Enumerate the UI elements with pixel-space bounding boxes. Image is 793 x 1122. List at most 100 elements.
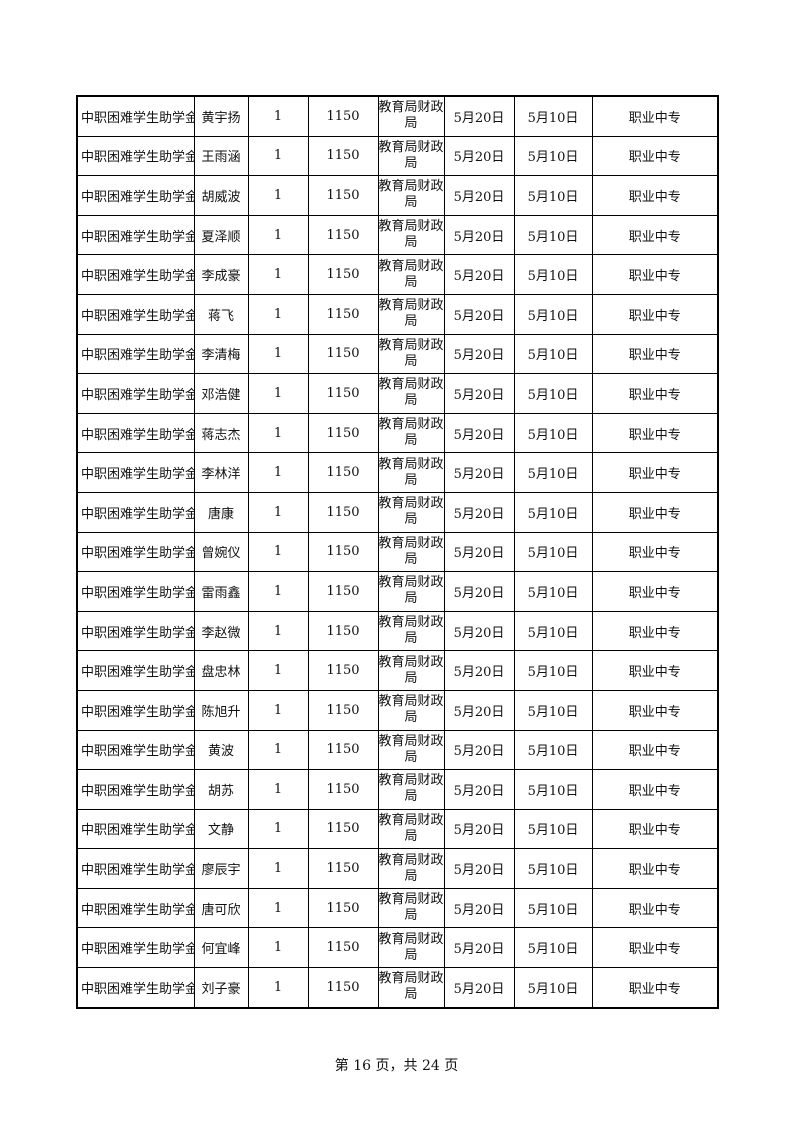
- table-row: 中职困难学生助学金 黄宇扬 1 1150 教育局财政局 5月20日 5月10日 职业中专: [76, 95, 719, 137]
- cell-amount: 1150: [307, 967, 379, 1009]
- cell-count: 1: [247, 887, 309, 929]
- table-row: 中职困难学生助学金 何宜峰 1 1150 教育局财政局 5月20日 5月10日 职业中专: [76, 927, 719, 969]
- cell-school: 职业中专: [591, 808, 719, 850]
- cell-date-2: 5月10日: [513, 373, 593, 414]
- cell-date-1: 5月20日: [443, 927, 515, 969]
- cell-school: 职业中专: [591, 848, 719, 889]
- table-row: 中职困难学生助学金 邓浩健 1 1150 教育局财政局 5月20日 5月10日 职业中专: [76, 373, 719, 414]
- cell-program: 中职困难学生助学金: [76, 610, 195, 652]
- cell-name: 刘子豪: [193, 967, 249, 1009]
- cell-school: 职业中专: [591, 650, 719, 691]
- cell-count: 1: [247, 927, 309, 969]
- cell-date-1: 5月20日: [443, 333, 515, 375]
- cell-date-2: 5月10日: [513, 293, 593, 335]
- cell-date-1: 5月20日: [443, 531, 515, 573]
- cell-date-1: 5月20日: [443, 769, 515, 810]
- cell-department: 教育局财政局: [377, 373, 445, 414]
- table-row: 中职困难学生助学金 夏泽顺 1 1150 教育局财政局 5月20日 5月10日 职业中专: [76, 214, 719, 256]
- cell-department: 教育局财政局: [377, 293, 445, 335]
- cell-program: 中职困难学生助学金: [76, 175, 195, 216]
- page-number: 第 16 页，共 24 页: [334, 1058, 459, 1074]
- cell-amount: 1150: [307, 412, 379, 454]
- cell-name: 夏泽顺: [193, 214, 249, 256]
- table-row: 中职困难学生助学金 文静 1 1150 教育局财政局 5月20日 5月10日 职业中专: [76, 808, 719, 850]
- cell-school: 职业中专: [591, 887, 719, 929]
- cell-department: 教育局财政局: [377, 452, 445, 493]
- cell-name: 胡威波: [193, 175, 249, 216]
- cell-school: 职业中专: [591, 452, 719, 493]
- table-row: 中职困难学生助学金 陈旭升 1 1150 教育局财政局 5月20日 5月10日 职业中专: [76, 689, 719, 731]
- cell-school: 职业中专: [591, 175, 719, 216]
- cell-count: 1: [247, 967, 309, 1009]
- cell-school: 职业中专: [591, 571, 719, 612]
- cell-department: 教育局财政局: [377, 175, 445, 216]
- cell-department: 教育局财政局: [377, 135, 445, 177]
- cell-school: 职业中专: [591, 293, 719, 335]
- cell-amount: 1150: [307, 689, 379, 731]
- cell-school: 职业中专: [591, 491, 719, 533]
- cell-department: 教育局财政局: [377, 887, 445, 929]
- cell-department: 教育局财政局: [377, 848, 445, 889]
- table-row: 中职困难学生助学金 李赵微 1 1150 教育局财政局 5月20日 5月10日 职业中专: [76, 610, 719, 652]
- cell-department: 教育局财政局: [377, 412, 445, 454]
- cell-date-1: 5月20日: [443, 452, 515, 493]
- table-row: 中职困难学生助学金 胡苏 1 1150 教育局财政局 5月20日 5月10日 职业中专: [76, 769, 719, 810]
- cell-department: 教育局财政局: [377, 491, 445, 533]
- cell-date-2: 5月10日: [513, 452, 593, 493]
- cell-date-1: 5月20日: [443, 491, 515, 533]
- cell-name: 何宜峰: [193, 927, 249, 969]
- table-row: 中职困难学生助学金 李林洋 1 1150 教育局财政局 5月20日 5月10日 职业中专: [76, 452, 719, 493]
- cell-date-2: 5月10日: [513, 887, 593, 929]
- cell-count: 1: [247, 214, 309, 256]
- cell-program: 中职困难学生助学金: [76, 373, 195, 414]
- cell-date-2: 5月10日: [513, 175, 593, 216]
- cell-amount: 1150: [307, 531, 379, 573]
- cell-department: 教育局财政局: [377, 967, 445, 1009]
- cell-date-2: 5月10日: [513, 333, 593, 375]
- cell-date-2: 5月10日: [513, 610, 593, 652]
- cell-department: 教育局财政局: [377, 214, 445, 256]
- cell-name: 李清梅: [193, 333, 249, 375]
- cell-name: 黄波: [193, 729, 249, 771]
- cell-count: 1: [247, 571, 309, 612]
- cell-count: 1: [247, 452, 309, 493]
- cell-department: 教育局财政局: [377, 610, 445, 652]
- cell-amount: 1150: [307, 927, 379, 969]
- cell-date-2: 5月10日: [513, 214, 593, 256]
- cell-school: 职业中专: [591, 927, 719, 969]
- cell-amount: 1150: [307, 135, 379, 177]
- cell-amount: 1150: [307, 650, 379, 691]
- cell-department: 教育局财政局: [377, 769, 445, 810]
- cell-school: 职业中专: [591, 373, 719, 414]
- cell-school: 职业中专: [591, 531, 719, 573]
- cell-count: 1: [247, 729, 309, 771]
- cell-amount: 1150: [307, 491, 379, 533]
- cell-program: 中职困难学生助学金: [76, 927, 195, 969]
- cell-date-1: 5月20日: [443, 293, 515, 335]
- table-row: 中职困难学生助学金 黄波 1 1150 教育局财政局 5月20日 5月10日 职业中专: [76, 729, 719, 771]
- cell-school: 职业中专: [591, 769, 719, 810]
- cell-program: 中职困难学生助学金: [76, 887, 195, 929]
- cell-date-1: 5月20日: [443, 650, 515, 691]
- cell-date-1: 5月20日: [443, 254, 515, 295]
- cell-name: 雷雨鑫: [193, 571, 249, 612]
- cell-program: 中职困难学生助学金: [76, 95, 195, 137]
- cell-department: 教育局财政局: [377, 729, 445, 771]
- cell-date-2: 5月10日: [513, 95, 593, 137]
- cell-date-2: 5月10日: [513, 571, 593, 612]
- cell-amount: 1150: [307, 214, 379, 256]
- cell-date-2: 5月10日: [513, 848, 593, 889]
- cell-name: 唐康: [193, 491, 249, 533]
- cell-count: 1: [247, 531, 309, 573]
- cell-amount: 1150: [307, 95, 379, 137]
- cell-program: 中职困难学生助学金: [76, 135, 195, 177]
- cell-date-2: 5月10日: [513, 531, 593, 573]
- cell-department: 教育局财政局: [377, 927, 445, 969]
- cell-name: 盘忠林: [193, 650, 249, 691]
- cell-department: 教育局财政局: [377, 650, 445, 691]
- cell-program: 中职困难学生助学金: [76, 689, 195, 731]
- cell-school: 职业中专: [591, 412, 719, 454]
- cell-name: 邓浩健: [193, 373, 249, 414]
- cell-name: 蒋飞: [193, 293, 249, 335]
- cell-count: 1: [247, 610, 309, 652]
